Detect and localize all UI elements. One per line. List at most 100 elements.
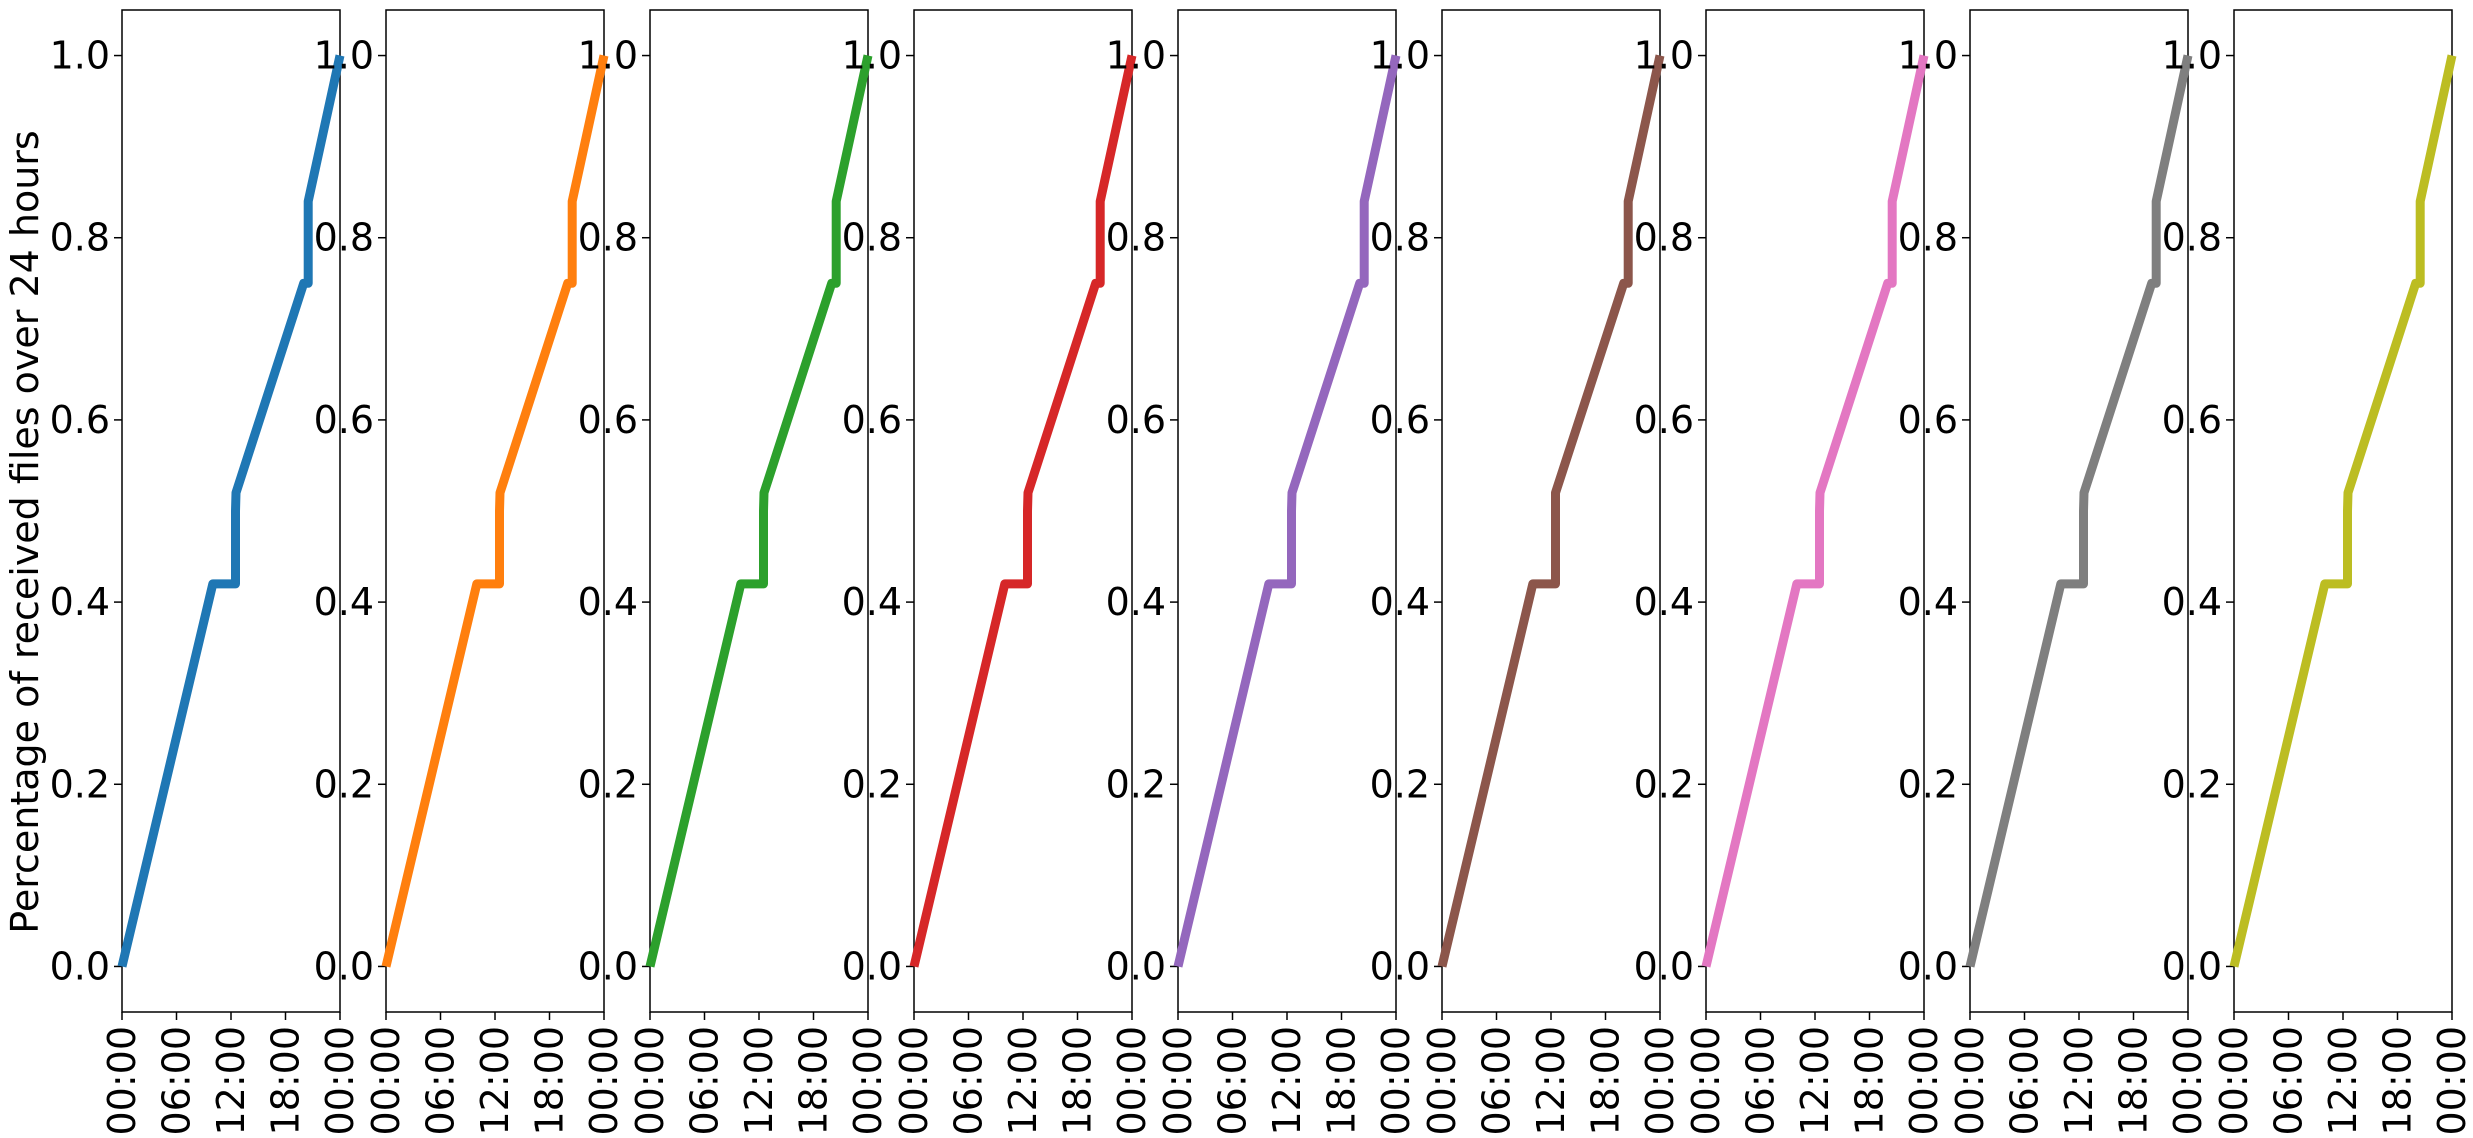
y-tick-label: 0.2 (1898, 762, 1958, 806)
y-tick-label: 0.6 (50, 398, 110, 442)
series-line-7 (1701, 54, 1929, 968)
y-tick-label: 0.8 (1634, 216, 1694, 260)
x-tick-label: 00:00 (1684, 1026, 1728, 1136)
x-tick-label: 00:00 (2166, 1026, 2210, 1136)
y-tick-label: 0.8 (50, 216, 110, 260)
x-tick-label: 00:00 (628, 1026, 672, 1136)
y-tick-label: 0.4 (1898, 580, 1958, 624)
panel-3: 0.00.20.40.60.81.000:00 06:00 12:00 18:00 00… (578, 9, 890, 1136)
y-tick-label: 0.0 (578, 944, 638, 988)
x-tick-label: 18:00 (1056, 1026, 1100, 1136)
x-tick-label: 18:00 (2112, 1026, 2156, 1136)
series-line-2 (381, 54, 609, 968)
series-line-8 (1965, 54, 2193, 968)
x-tick-label: 06:00 (683, 1026, 727, 1136)
y-tick-label: 0.6 (1370, 398, 1430, 442)
y-tick-label: 0.8 (578, 216, 638, 260)
y-tick-label: 0.2 (314, 762, 374, 806)
x-tick-label: 06:00 (947, 1026, 991, 1136)
x-tick-label: 12:00 (209, 1026, 253, 1136)
x-tick-label: 18:00 (792, 1026, 836, 1136)
y-tick-label: 0.6 (314, 398, 374, 442)
y-tick-label: 0.4 (2162, 580, 2222, 624)
y-tick-label: 0.0 (1370, 944, 1430, 988)
y-tick-label: 0.4 (578, 580, 638, 624)
y-tick-label: 0.0 (1106, 944, 1166, 988)
series-line-5 (1173, 54, 1401, 968)
y-tick-label: 0.2 (1106, 762, 1166, 806)
y-tick-label: 1.0 (2162, 34, 2222, 78)
panel-1: 0.00.20.40.60.81.000:00 06:00 12:00 18:00 00… (50, 9, 362, 1136)
x-tick-label: 12:00 (737, 1026, 781, 1136)
y-axis-label: Percentage of received files over 24 hou… (3, 130, 47, 933)
x-tick-label: 12:00 (1793, 1026, 1837, 1136)
y-tick-label: 1.0 (578, 34, 638, 78)
y-tick-label: 0.2 (842, 762, 902, 806)
x-tick-label: 12:00 (473, 1026, 517, 1136)
y-tick-label: 0.8 (1106, 216, 1166, 260)
y-tick-label: 1.0 (842, 34, 902, 78)
panel-2: 0.00.20.40.60.81.000:00 06:00 12:00 18:00 00… (314, 9, 626, 1136)
x-tick-label: 12:00 (1001, 1026, 1045, 1136)
y-tick-label: 0.4 (1106, 580, 1166, 624)
y-tick-label: 0.2 (2162, 762, 2222, 806)
x-tick-label: 18:00 (1584, 1026, 1628, 1136)
x-tick-label: 18:00 (528, 1026, 572, 1136)
x-tick-label: 18:00 (1320, 1026, 1364, 1136)
panel-4: 0.00.20.40.60.81.000:00 06:00 12:00 18:00 00… (842, 9, 1154, 1136)
x-tick-label: 00:00 (100, 1026, 144, 1136)
series-line-6 (1437, 54, 1665, 968)
panel-7: 0.00.20.40.60.81.000:00 06:00 12:00 18:00 00… (1634, 9, 1946, 1136)
panel-9: 0.00.20.40.60.81.000:00 06:00 12:00 18:00 00… (2162, 9, 2473, 1136)
y-tick-label: 0.8 (2162, 216, 2222, 260)
series-line-4 (909, 54, 1137, 968)
y-tick-label: 0.2 (578, 762, 638, 806)
y-tick-label: 1.0 (1898, 34, 1958, 78)
y-tick-label: 0.6 (1634, 398, 1694, 442)
series-line-9 (2229, 54, 2457, 968)
x-tick-label: 00:00 (1948, 1026, 1992, 1136)
y-tick-label: 0.6 (842, 398, 902, 442)
x-tick-label: 00:00 (2430, 1026, 2473, 1136)
y-tick-label: 0.8 (314, 216, 374, 260)
x-tick-label: 00:00 (846, 1026, 890, 1136)
y-tick-label: 0.2 (1370, 762, 1430, 806)
panel-5: 0.00.20.40.60.81.000:00 06:00 12:00 18:00 00… (1106, 9, 1418, 1136)
y-tick-label: 0.4 (50, 580, 110, 624)
y-tick-label: 0.6 (1898, 398, 1958, 442)
panel-6: 0.00.20.40.60.81.000:00 06:00 12:00 18:00 00… (1370, 9, 1682, 1136)
y-tick-label: 0.2 (50, 762, 110, 806)
x-tick-label: 12:00 (1265, 1026, 1309, 1136)
y-tick-label: 0.4 (314, 580, 374, 624)
y-tick-label: 1.0 (1370, 34, 1430, 78)
y-tick-label: 1.0 (1106, 34, 1166, 78)
x-tick-label: 00:00 (1156, 1026, 1200, 1136)
x-tick-label: 18:00 (1848, 1026, 1892, 1136)
x-tick-label: 00:00 (1902, 1026, 1946, 1136)
x-tick-label: 06:00 (419, 1026, 463, 1136)
y-tick-label: 0.6 (2162, 398, 2222, 442)
x-tick-label: 00:00 (1420, 1026, 1464, 1136)
series-line-3 (645, 54, 873, 968)
y-tick-label: 0.2 (1634, 762, 1694, 806)
x-tick-label: 00:00 (1638, 1026, 1682, 1136)
y-tick-label: 0.8 (1370, 216, 1430, 260)
y-tick-label: 0.4 (842, 580, 902, 624)
panels-layer: 0.00.20.40.60.81.000:00 06:00 12:00 18:00 00… (50, 9, 2473, 1136)
y-tick-label: 0.6 (578, 398, 638, 442)
x-tick-label: 06:00 (2003, 1026, 2047, 1136)
y-tick-label: 0.0 (1898, 944, 1958, 988)
y-tick-label: 0.0 (314, 944, 374, 988)
y-tick-label: 0.0 (2162, 944, 2222, 988)
x-tick-label: 12:00 (2321, 1026, 2365, 1136)
y-tick-label: 1.0 (1634, 34, 1694, 78)
y-tick-label: 0.4 (1370, 580, 1430, 624)
x-tick-label: 18:00 (264, 1026, 308, 1136)
y-tick-label: 0.4 (1634, 580, 1694, 624)
x-tick-label: 06:00 (1211, 1026, 1255, 1136)
x-tick-label: 00:00 (1374, 1026, 1418, 1136)
y-tick-label: 0.0 (1634, 944, 1694, 988)
y-tick-label: 0.0 (842, 944, 902, 988)
y-tick-label: 0.8 (842, 216, 902, 260)
